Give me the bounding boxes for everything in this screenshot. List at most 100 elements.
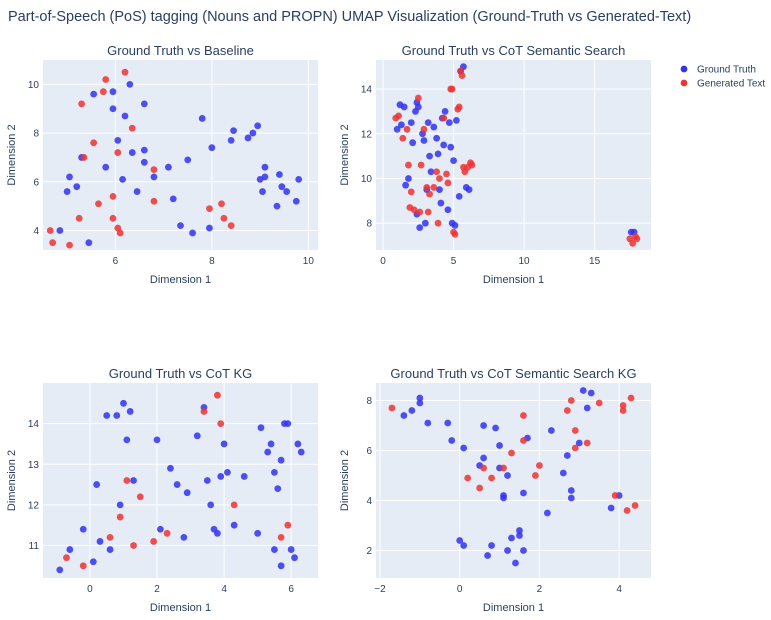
data-point xyxy=(421,219,429,227)
data-point xyxy=(140,158,148,166)
data-point xyxy=(120,399,127,407)
data-point xyxy=(450,157,457,164)
data-point xyxy=(416,399,424,407)
data-point xyxy=(583,404,591,412)
data-point xyxy=(140,100,148,108)
data-point xyxy=(563,407,571,414)
data-point xyxy=(116,501,124,509)
data-point xyxy=(504,547,511,554)
data-point xyxy=(150,538,158,545)
data-point xyxy=(217,420,225,428)
x-tick-label: 0 xyxy=(457,584,463,595)
data-point xyxy=(520,489,527,497)
data-point xyxy=(73,183,81,191)
x-axis-label: Dimension 1 xyxy=(150,274,211,286)
y-tick-label: 14 xyxy=(361,85,373,96)
data-point xyxy=(126,80,134,88)
x-tick-label: 6 xyxy=(288,584,294,595)
y-tick-label: 10 xyxy=(28,80,40,91)
plot-area xyxy=(376,383,651,578)
data-point xyxy=(575,439,583,447)
data-point xyxy=(257,424,265,432)
data-point xyxy=(427,168,435,176)
y-axis-label: Dimension 2 xyxy=(339,450,351,511)
data-point xyxy=(434,150,442,158)
ground-truth-series xyxy=(56,80,303,247)
data-point xyxy=(79,525,87,533)
data-point xyxy=(79,562,87,570)
data-point xyxy=(114,149,122,156)
data-point xyxy=(416,394,424,402)
data-point xyxy=(121,112,129,120)
data-point xyxy=(460,542,468,549)
data-point xyxy=(441,108,449,115)
data-point xyxy=(492,424,499,432)
data-point xyxy=(95,200,102,208)
data-point xyxy=(408,407,416,414)
data-point xyxy=(297,448,305,456)
data-point xyxy=(443,170,450,178)
data-point xyxy=(261,173,269,181)
ground-truth-series xyxy=(393,63,638,236)
data-point xyxy=(106,546,114,553)
data-point xyxy=(271,468,278,476)
data-point xyxy=(109,105,117,113)
data-point xyxy=(150,197,158,205)
data-point xyxy=(193,432,201,440)
data-point xyxy=(116,513,124,521)
data-point xyxy=(169,195,177,203)
data-point xyxy=(433,168,441,176)
data-point xyxy=(277,456,285,464)
data-point xyxy=(165,163,172,171)
data-point xyxy=(102,163,110,171)
data-point xyxy=(99,88,107,96)
data-point xyxy=(480,422,488,429)
data-point xyxy=(583,439,591,447)
data-point xyxy=(451,222,459,229)
data-point xyxy=(452,116,460,124)
ground-truth-series xyxy=(400,387,623,567)
data-point xyxy=(536,462,543,469)
data-point xyxy=(203,477,211,484)
data-point xyxy=(213,529,221,537)
data-point xyxy=(78,100,85,108)
y-tick-label: 4 xyxy=(366,496,372,507)
data-point xyxy=(567,494,575,502)
data-point xyxy=(46,227,54,234)
data-point xyxy=(512,559,519,567)
subplot-3: 0 2 4 6 11 12 13 14 Ground Truth vs CoT KG Dimens… xyxy=(6,366,318,614)
data-point xyxy=(444,419,452,427)
data-point xyxy=(66,546,74,553)
data-point xyxy=(267,440,275,448)
data-point xyxy=(180,533,188,541)
data-point xyxy=(500,464,507,472)
data-point xyxy=(414,103,422,111)
data-point xyxy=(407,188,415,196)
data-point xyxy=(516,532,523,539)
data-point xyxy=(395,112,402,120)
data-point xyxy=(56,227,64,234)
data-point xyxy=(80,154,88,161)
data-point xyxy=(451,230,459,238)
subplot-title: Ground Truth vs CoT KG xyxy=(109,366,253,381)
data-point xyxy=(177,222,184,230)
data-point xyxy=(488,474,495,482)
data-point xyxy=(631,502,639,509)
data-point xyxy=(465,186,473,194)
plot-area xyxy=(43,60,318,250)
data-point xyxy=(56,566,64,574)
x-axis-label: Dimension 1 xyxy=(483,274,544,286)
data-point xyxy=(230,521,238,529)
data-point xyxy=(400,103,408,111)
data-point xyxy=(587,389,595,397)
data-point xyxy=(508,534,515,542)
subplot-1: 6 8 10 4 6 8 10 Ground Truth vs Baseline Dimensi… xyxy=(6,43,318,286)
data-point xyxy=(488,542,495,549)
data-point xyxy=(75,214,83,222)
data-point xyxy=(295,175,303,183)
data-point xyxy=(220,440,228,448)
data-point xyxy=(119,175,127,183)
x-tick-label: 4 xyxy=(616,584,622,595)
data-point xyxy=(480,454,488,462)
